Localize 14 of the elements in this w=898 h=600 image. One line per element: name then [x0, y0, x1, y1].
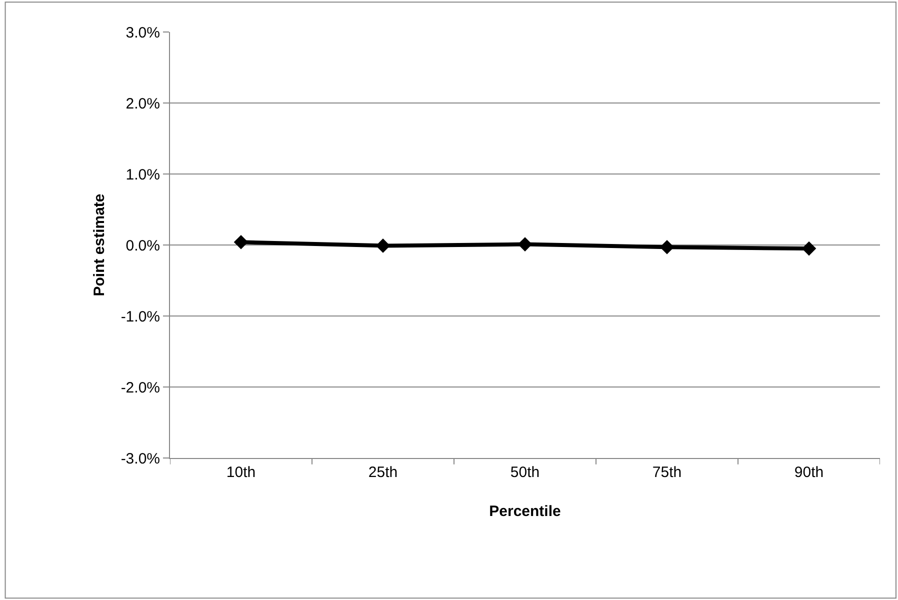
y-tick-label: 3.0%	[126, 24, 160, 42]
x-tick-label: 25th	[368, 464, 398, 481]
y-tick-label: 2.0%	[126, 95, 160, 112]
x-axis-title: Percentile	[489, 503, 561, 520]
y-axis-title: Point estimate	[91, 194, 108, 296]
y-tick-label: -1.0%	[120, 308, 160, 326]
y-tick-label: 1.0%	[126, 166, 160, 184]
y-tick-label: -2.0%	[120, 379, 160, 396]
x-tick-label: 90th	[794, 464, 824, 481]
x-tick-label: 10th	[226, 464, 256, 481]
x-tick-label: 75th	[652, 464, 682, 481]
y-tick-label: 0.0%	[126, 237, 160, 254]
y-tick-label: -3.0%	[120, 450, 160, 468]
x-tick-label: 50th	[510, 464, 540, 481]
